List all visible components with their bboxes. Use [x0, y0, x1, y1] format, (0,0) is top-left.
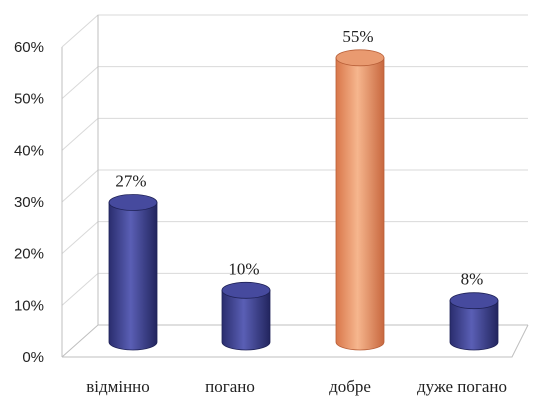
gridlines — [61, 14, 529, 358]
y-tick-label: 30% — [14, 194, 44, 211]
x-category-label: добре — [329, 377, 371, 396]
bar-body — [449, 300, 499, 351]
bar-3 — [449, 292, 499, 351]
x-category-label: погано — [205, 377, 255, 396]
y-tick-label: 40% — [14, 142, 44, 159]
x-category-label: відмінно — [86, 377, 150, 396]
x-axis-categories: відмінно погано добре дуже погано — [86, 377, 507, 396]
bar-0 — [108, 194, 158, 351]
y-tick-label: 50% — [14, 91, 44, 108]
bar-2 — [335, 49, 385, 351]
y-tick-label: 10% — [14, 297, 44, 314]
data-labels: 27% 10% 55% 8% — [115, 27, 483, 289]
bar-top — [108, 194, 158, 211]
y-tick-label: 0% — [22, 349, 44, 366]
bars — [108, 49, 499, 351]
bar-1 — [221, 281, 271, 351]
gridline — [61, 14, 528, 48]
x-category-label: дуже погано — [417, 377, 507, 396]
y-tick-label: 60% — [14, 39, 44, 56]
bar-body — [335, 57, 385, 351]
data-label: 55% — [342, 27, 373, 46]
y-tick-label: 20% — [14, 246, 44, 263]
bar-top — [221, 281, 271, 299]
gridline — [61, 66, 528, 100]
bar-top — [449, 292, 499, 310]
data-label: 27% — [115, 172, 146, 191]
bar-body — [108, 202, 158, 351]
data-label: 8% — [461, 270, 484, 289]
y-axis-ticks: 0% 10% 20% 30% 40% 50% 60% — [14, 39, 44, 366]
data-label: 10% — [228, 259, 259, 278]
gridline — [61, 117, 528, 151]
bar-top — [335, 49, 385, 67]
bar-body — [221, 289, 271, 351]
floor-edge — [62, 324, 529, 358]
